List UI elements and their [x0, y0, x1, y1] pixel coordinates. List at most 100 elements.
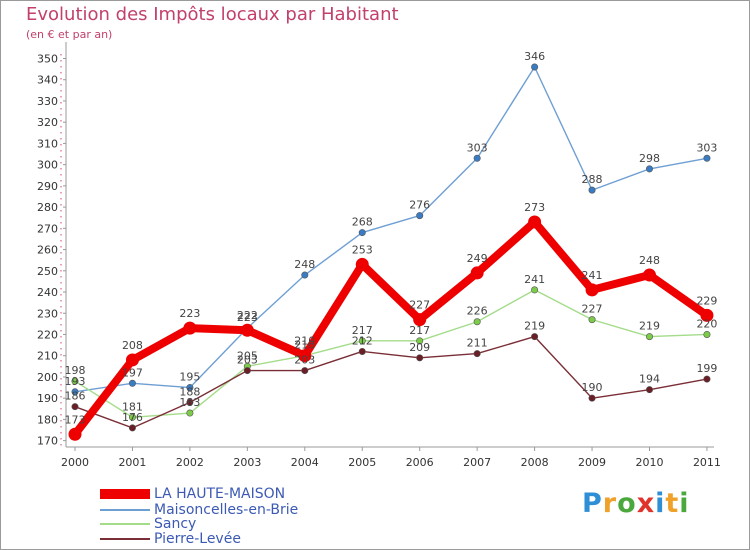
data-label-pierre-levee: 176	[122, 411, 143, 424]
chart-title: Evolution des Impôts locaux par Habitant	[26, 4, 399, 25]
data-label-maisoncelles-en-brie: 303	[467, 141, 488, 154]
y-tick-label: 180	[37, 413, 58, 426]
data-label-maisoncelles-en-brie: 288	[582, 173, 603, 186]
data-label-la-haute-maison: 248	[639, 254, 660, 267]
data-label-la-haute-maison: 273	[524, 201, 545, 214]
data-point-maisoncelles-en-brie	[71, 388, 79, 396]
x-tick-label: 2005	[348, 456, 376, 469]
y-tick-label: 290	[37, 180, 58, 193]
data-label-la-haute-maison: 173	[65, 413, 86, 426]
y-tick-label: 350	[37, 52, 58, 65]
legend-swatch-maisoncelles-en-brie	[100, 509, 150, 511]
logo-letter: r	[602, 488, 618, 519]
series-line-pierre-levee	[74, 335, 708, 429]
y-tick-label: 330	[37, 95, 58, 108]
data-point-la-haute-maison	[240, 323, 254, 337]
data-label-pierre-levee: 186	[65, 390, 86, 403]
y-tick-label: 190	[37, 392, 58, 405]
x-tick-label: 2004	[291, 456, 319, 469]
x-tick-label: 2008	[521, 456, 549, 469]
y-tick-label: 250	[37, 265, 58, 278]
logo-letter: t	[665, 488, 680, 519]
data-label-maisoncelles-en-brie: 248	[294, 258, 315, 271]
data-point-maisoncelles-en-brie	[301, 271, 309, 279]
data-label-la-haute-maison: 208	[122, 339, 143, 352]
legend-label-sancy: Sancy	[154, 516, 197, 532]
x-tick-label: 2001	[118, 456, 146, 469]
proxiti-logo: Proxiti	[582, 488, 690, 519]
x-tick-label: 2002	[176, 456, 204, 469]
data-label-pierre-levee: 203	[294, 354, 315, 367]
legend-label-la-haute-maison: LA HAUTE-MAISON	[154, 486, 286, 502]
data-point-pierre-levee	[645, 386, 653, 394]
data-point-pierre-levee	[588, 394, 596, 402]
data-point-sancy	[128, 413, 136, 421]
data-point-maisoncelles-en-brie	[128, 379, 136, 387]
data-label-la-haute-maison: 229	[696, 294, 717, 307]
x-tick-label: 2003	[233, 456, 261, 469]
data-point-la-haute-maison	[183, 321, 197, 335]
series-line-maisoncelles-en-brie	[74, 66, 708, 393]
data-label-la-haute-maison: 222	[237, 309, 258, 322]
data-label-maisoncelles-en-brie: 223	[237, 311, 258, 324]
data-point-la-haute-maison	[125, 353, 139, 367]
data-label-maisoncelles-en-brie: 298	[639, 152, 660, 165]
data-point-pierre-levee	[358, 347, 366, 355]
data-label-la-haute-maison: 253	[352, 243, 373, 256]
data-point-sancy	[588, 316, 596, 324]
data-label-maisoncelles-en-brie: 193	[65, 375, 86, 388]
data-point-pierre-levee	[186, 398, 194, 406]
logo-letter: i	[679, 488, 690, 519]
y-tick-label: 220	[37, 328, 58, 341]
data-point-pierre-levee	[531, 333, 539, 341]
x-tick-label: 2011	[693, 456, 721, 469]
data-point-la-haute-maison	[643, 268, 656, 282]
y-tick-label: 210	[37, 350, 58, 363]
data-point-pierre-levee	[473, 350, 481, 358]
data-label-maisoncelles-en-brie: 195	[179, 371, 200, 384]
data-label-sancy: 183	[179, 396, 200, 409]
y-tick-label: 270	[37, 222, 58, 235]
data-label-sancy: 198	[65, 364, 86, 377]
y-tick-label: 200	[37, 371, 58, 384]
legend-swatch-la-haute-maison	[100, 489, 150, 499]
data-point-pierre-levee	[71, 403, 79, 411]
legend-swatch-pierre-levee	[100, 538, 150, 540]
y-tick-label: 340	[37, 74, 58, 87]
data-point-sancy	[473, 318, 481, 326]
chart-subtitle: (en € et par an)	[26, 28, 113, 41]
data-point-sancy	[645, 333, 653, 341]
data-label-pierre-levee: 190	[582, 381, 603, 394]
y-tick-label: 280	[37, 201, 58, 214]
y-tick-label: 240	[37, 286, 58, 299]
x-tick-label: 2010	[636, 456, 664, 469]
data-point-la-haute-maison	[298, 349, 312, 363]
data-label-maisoncelles-en-brie: 268	[352, 216, 373, 229]
x-tick-label: 2009	[578, 456, 606, 469]
data-label-sancy: 241	[524, 273, 545, 286]
data-label-sancy: 219	[639, 320, 660, 333]
data-label-maisoncelles-en-brie: 197	[122, 366, 143, 379]
data-point-pierre-levee	[243, 367, 251, 375]
y-tick-label: 310	[37, 137, 58, 150]
data-label-pierre-levee: 203	[237, 354, 258, 367]
legend-swatch-sancy	[100, 523, 150, 525]
data-point-pierre-levee	[128, 424, 136, 432]
x-tick-label: 2006	[406, 456, 434, 469]
logo-letter: i	[655, 488, 666, 519]
x-tick-label: 2007	[463, 456, 491, 469]
data-point-la-haute-maison	[355, 257, 369, 271]
data-point-maisoncelles-en-brie	[588, 186, 596, 194]
data-point-maisoncelles-en-brie	[703, 154, 711, 162]
data-point-la-haute-maison	[528, 215, 542, 229]
data-point-la-haute-maison	[470, 266, 484, 280]
legend-label-pierre-levee: Pierre-Levée	[154, 531, 241, 547]
data-point-sancy	[71, 377, 79, 385]
data-label-maisoncelles-en-brie: 276	[409, 199, 430, 212]
data-point-la-haute-maison	[585, 283, 599, 297]
data-label-sancy: 220	[696, 317, 717, 330]
data-label-pierre-levee: 188	[179, 385, 200, 398]
data-label-pierre-levee: 209	[409, 341, 430, 354]
data-point-la-haute-maison	[68, 427, 82, 441]
